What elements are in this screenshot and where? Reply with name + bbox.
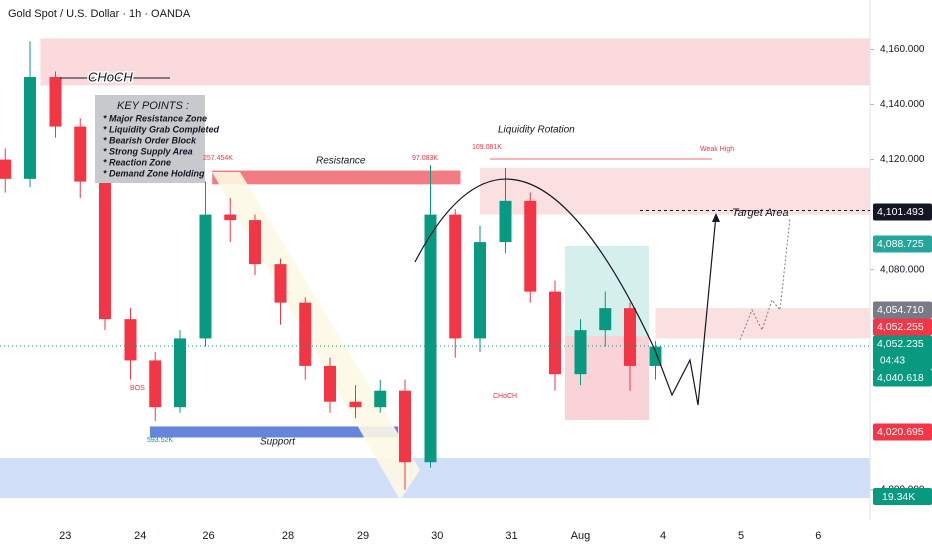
key-point: * Strong Supply Area xyxy=(103,146,193,156)
chart-title: Gold Spot / U.S. Dollar · 1h · OANDA xyxy=(8,8,191,20)
candle-body xyxy=(399,390,411,463)
x-tick-label: 31 xyxy=(505,530,517,542)
candle-body xyxy=(99,181,111,320)
x-tick-label: Aug xyxy=(571,530,591,542)
x-tick-label: 28 xyxy=(282,530,294,542)
x-tick-label: 5 xyxy=(738,530,744,542)
candle-body xyxy=(199,214,212,339)
candle-body xyxy=(524,200,537,292)
x-tick-label: 30 xyxy=(431,530,443,542)
projection xyxy=(654,214,717,406)
candle-body xyxy=(499,200,512,243)
price-tag-label: 4,052.255 xyxy=(877,321,924,333)
volume-tag xyxy=(873,488,932,505)
price-tag xyxy=(873,335,932,370)
candle-body xyxy=(624,308,636,366)
price-tag-label: 4,088.725 xyxy=(877,238,924,250)
price-tag xyxy=(873,203,932,221)
rotation-arc xyxy=(414,178,656,351)
key-points-title: KEY POINTS : xyxy=(117,100,189,112)
candle-body xyxy=(174,338,186,408)
candle-body xyxy=(299,302,312,366)
candle-body xyxy=(574,330,587,375)
candle-body xyxy=(124,319,137,361)
x-tick-label: 6 xyxy=(815,530,821,542)
price-tag-label: 4,020.695 xyxy=(877,426,924,438)
key-point: * Major Resistance Zone xyxy=(103,113,207,123)
annotation: CHoCH xyxy=(493,393,517,400)
annotation: 257.454K xyxy=(203,155,233,162)
candle-body xyxy=(474,242,486,339)
y-tick-label: 4,120.000 xyxy=(880,154,925,165)
annotation: Weak High xyxy=(700,146,734,153)
candle-body xyxy=(449,214,462,339)
key-point: * Reaction Zone xyxy=(103,157,171,167)
annotation: Target Area xyxy=(732,207,789,219)
countdown: 04:43 xyxy=(880,356,905,367)
zone xyxy=(40,38,870,86)
annotation: CHoCH xyxy=(88,69,133,84)
price-tag xyxy=(873,318,932,336)
y-tick-label: 4,160.000 xyxy=(880,44,925,55)
candle-body xyxy=(649,346,662,366)
annotation: 109.081K xyxy=(472,144,502,151)
key-point: * Bearish Order Block xyxy=(103,135,197,145)
candle-body xyxy=(49,77,62,127)
x-tick-label: 29 xyxy=(357,530,369,542)
candle-body xyxy=(599,308,612,331)
annotation: 593.52K xyxy=(147,437,173,444)
price-tag xyxy=(873,301,932,319)
volume-tag-label: 19.34K xyxy=(882,491,915,503)
zone xyxy=(480,167,870,215)
annotation: Liquidity Rotation xyxy=(498,125,575,136)
candle-body xyxy=(274,264,287,303)
candle-body xyxy=(549,291,561,375)
x-tick-label: 24 xyxy=(134,530,146,542)
candle-body xyxy=(249,220,261,265)
volume-area xyxy=(0,458,870,498)
key-point: * Liquidity Grab Completed xyxy=(103,124,220,134)
y-tick-label: 4,140.000 xyxy=(880,99,925,110)
x-axis-bg xyxy=(0,520,870,550)
channel xyxy=(212,172,420,500)
candle-body xyxy=(424,214,437,463)
price-tag-label: 4,040.618 xyxy=(877,372,924,384)
candle-body xyxy=(349,401,362,408)
annotation: Support xyxy=(260,437,296,448)
candle-body xyxy=(374,390,387,408)
price-tag-label: 4,101.493 xyxy=(877,206,924,218)
candle-body xyxy=(24,77,36,179)
annotation: BOS xyxy=(130,385,145,392)
candle-body xyxy=(224,214,237,221)
arrow-head xyxy=(712,213,720,222)
price-tag xyxy=(873,235,932,253)
x-tick-label: 23 xyxy=(59,530,71,542)
price-tag xyxy=(873,369,932,387)
y-tick-label: 4,080.000 xyxy=(880,264,925,275)
x-tick-label: 4 xyxy=(660,530,666,542)
annotation: Resistance xyxy=(316,156,366,167)
zone xyxy=(212,170,461,185)
price-tag-label: 4,054.710 xyxy=(877,304,924,316)
key-point: * Demand Zone Holding xyxy=(103,168,205,178)
zone xyxy=(150,426,399,438)
annotation: 97.083K xyxy=(412,155,438,162)
price-tag xyxy=(873,423,932,441)
key-points-box xyxy=(95,95,205,183)
candle-body xyxy=(149,360,162,408)
candle-body xyxy=(74,126,87,182)
price-tag-label: 4,052.235 xyxy=(877,338,924,350)
candle-body xyxy=(324,365,336,402)
x-tick-label: 26 xyxy=(202,530,214,542)
candle-body xyxy=(0,159,12,179)
zone xyxy=(655,308,870,339)
